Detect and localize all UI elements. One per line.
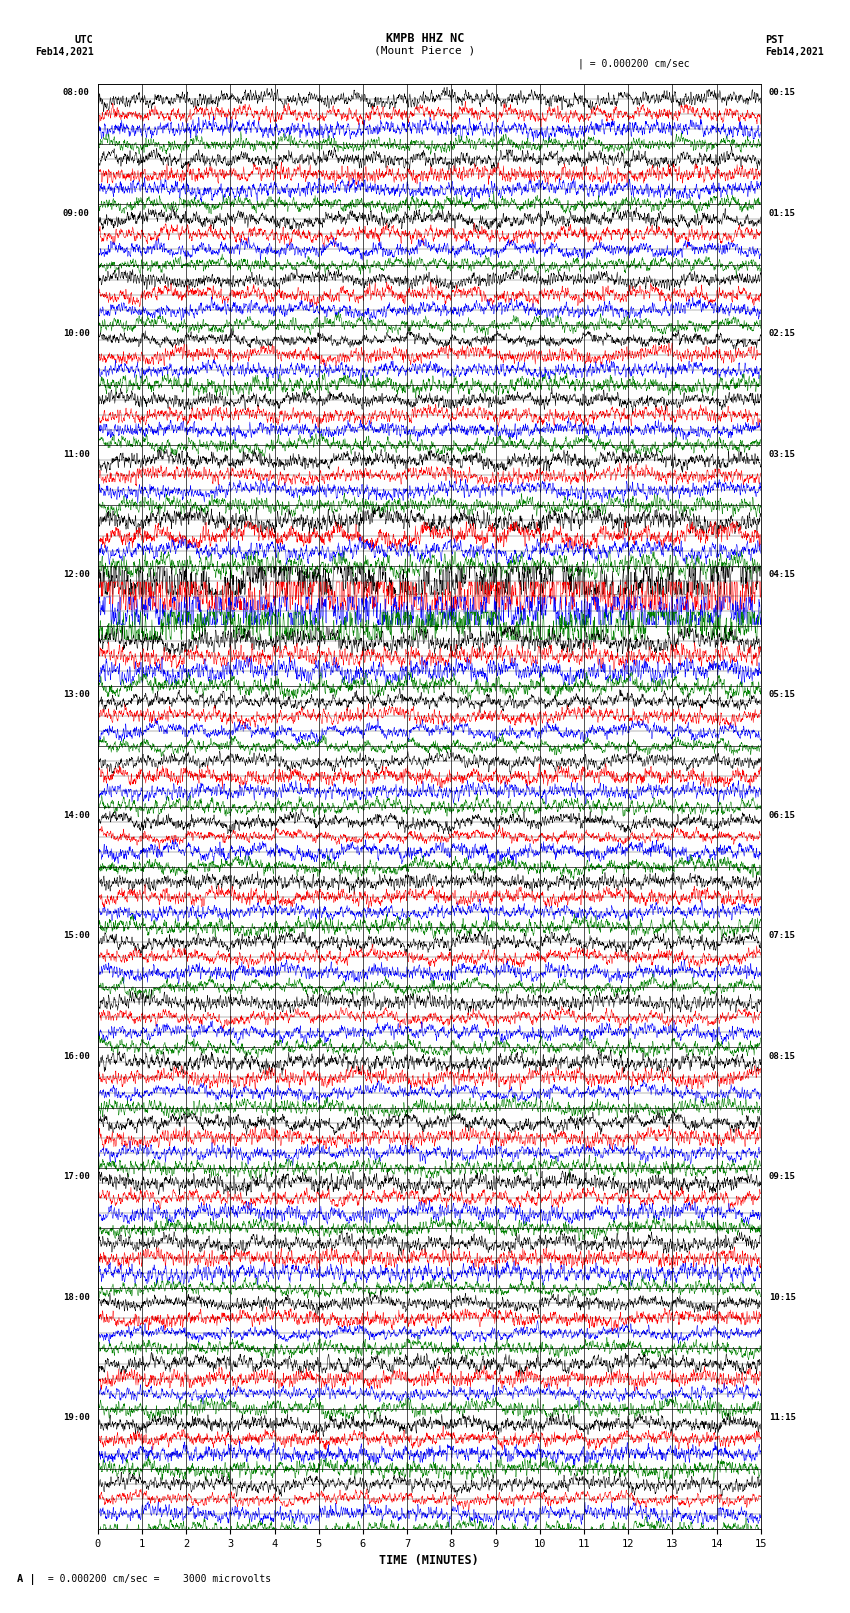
- Text: 03:15: 03:15: [768, 450, 796, 458]
- Text: 10:00: 10:00: [63, 329, 90, 339]
- Text: 09:15: 09:15: [768, 1173, 796, 1181]
- Text: KMPB HHZ NC: KMPB HHZ NC: [386, 32, 464, 45]
- Text: 07:15: 07:15: [768, 931, 796, 940]
- X-axis label: TIME (MINUTES): TIME (MINUTES): [379, 1555, 479, 1568]
- Text: 17:00: 17:00: [63, 1173, 90, 1181]
- Text: 14:00: 14:00: [63, 811, 90, 819]
- Text: 13:00: 13:00: [63, 690, 90, 700]
- Text: (Mount Pierce ): (Mount Pierce ): [374, 45, 476, 55]
- Text: 05:15: 05:15: [768, 690, 796, 700]
- Text: 18:00: 18:00: [63, 1292, 90, 1302]
- Text: 11:15: 11:15: [768, 1413, 796, 1423]
- Text: 00:15: 00:15: [768, 89, 796, 97]
- Text: PST: PST: [765, 35, 784, 45]
- Text: 02:15: 02:15: [768, 329, 796, 339]
- Text: 08:00: 08:00: [63, 89, 90, 97]
- Text: 06:15: 06:15: [768, 811, 796, 819]
- Text: UTC: UTC: [75, 35, 94, 45]
- Text: Feb14,2021: Feb14,2021: [35, 47, 94, 56]
- Text: Feb14,2021: Feb14,2021: [765, 47, 824, 56]
- Text: 10:15: 10:15: [768, 1292, 796, 1302]
- Text: 01:15: 01:15: [768, 208, 796, 218]
- Text: 12:00: 12:00: [63, 569, 90, 579]
- Text: = 0.000200 cm/sec =    3000 microvolts: = 0.000200 cm/sec = 3000 microvolts: [42, 1574, 272, 1584]
- Text: 16:00: 16:00: [63, 1052, 90, 1061]
- Text: A |: A |: [17, 1574, 36, 1586]
- Text: 19:00: 19:00: [63, 1413, 90, 1423]
- Text: 08:15: 08:15: [768, 1052, 796, 1061]
- Text: | = 0.000200 cm/sec: | = 0.000200 cm/sec: [578, 58, 689, 69]
- Text: 04:15: 04:15: [768, 569, 796, 579]
- Text: 11:00: 11:00: [63, 450, 90, 458]
- Text: 15:00: 15:00: [63, 931, 90, 940]
- Text: 09:00: 09:00: [63, 208, 90, 218]
